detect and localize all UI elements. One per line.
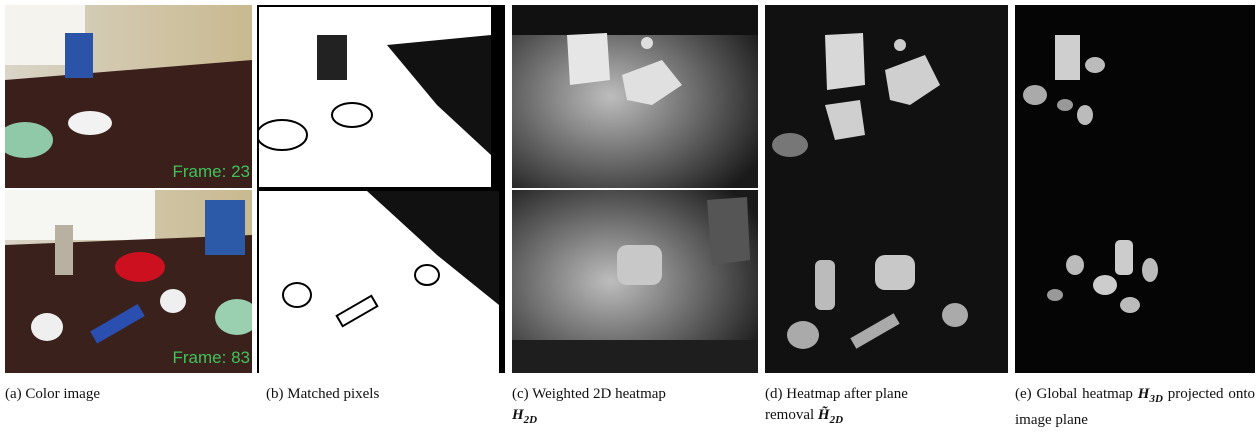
figure: Frame: 23 Frame: 83 xyxy=(0,0,1257,432)
caption: (b) Matched pixels xyxy=(266,384,506,405)
caption-label: (e) xyxy=(1015,386,1032,402)
caption-label: (b) xyxy=(266,386,284,402)
caption: (d) Heatmap after plane removal H̃2D xyxy=(765,384,955,431)
panel-d xyxy=(765,5,1008,373)
heatmap-3d-image xyxy=(1015,5,1255,373)
frame-label: Frame: 23 xyxy=(173,162,250,181)
caption-text: Global heatmap xyxy=(1036,386,1132,402)
panel-b xyxy=(257,5,505,373)
caption-label: (c) xyxy=(512,386,529,402)
caption-label: (a) xyxy=(5,386,22,402)
caption-text: Color image xyxy=(25,386,100,402)
caption-label: (d) xyxy=(765,386,783,402)
caption-math: H2D xyxy=(512,407,537,423)
caption: (a) Color image xyxy=(5,384,245,405)
caption: (c) Weighted 2D heatmap H2D xyxy=(512,384,672,431)
panel-a: Frame: 23 Frame: 83 xyxy=(5,5,252,373)
panel-e xyxy=(1015,5,1255,373)
heatmap-2d-image xyxy=(512,5,758,373)
caption-text: Matched pixels xyxy=(287,386,379,402)
caption: (e) Global heatmap H3D projected onto im… xyxy=(1015,384,1255,431)
color-image: Frame: 23 Frame: 83 xyxy=(5,5,252,373)
frame-label: Frame: 83 xyxy=(173,348,250,367)
math-symbol: H xyxy=(512,407,524,423)
math-subscript: 3D xyxy=(1149,393,1162,405)
math-subscript: 2D xyxy=(524,414,537,426)
math-subscript: 2D xyxy=(830,414,843,426)
math-symbol: H̃ xyxy=(818,407,830,423)
math-symbol: H xyxy=(1138,386,1150,402)
caption-math: H3D xyxy=(1138,386,1163,402)
matched-pixels-image xyxy=(257,5,505,373)
heatmap-plane-removed-image xyxy=(765,5,1008,373)
panel-c xyxy=(512,5,758,373)
caption-text: Weighted 2D heatmap xyxy=(532,386,666,402)
caption-math: H̃2D xyxy=(818,407,843,423)
